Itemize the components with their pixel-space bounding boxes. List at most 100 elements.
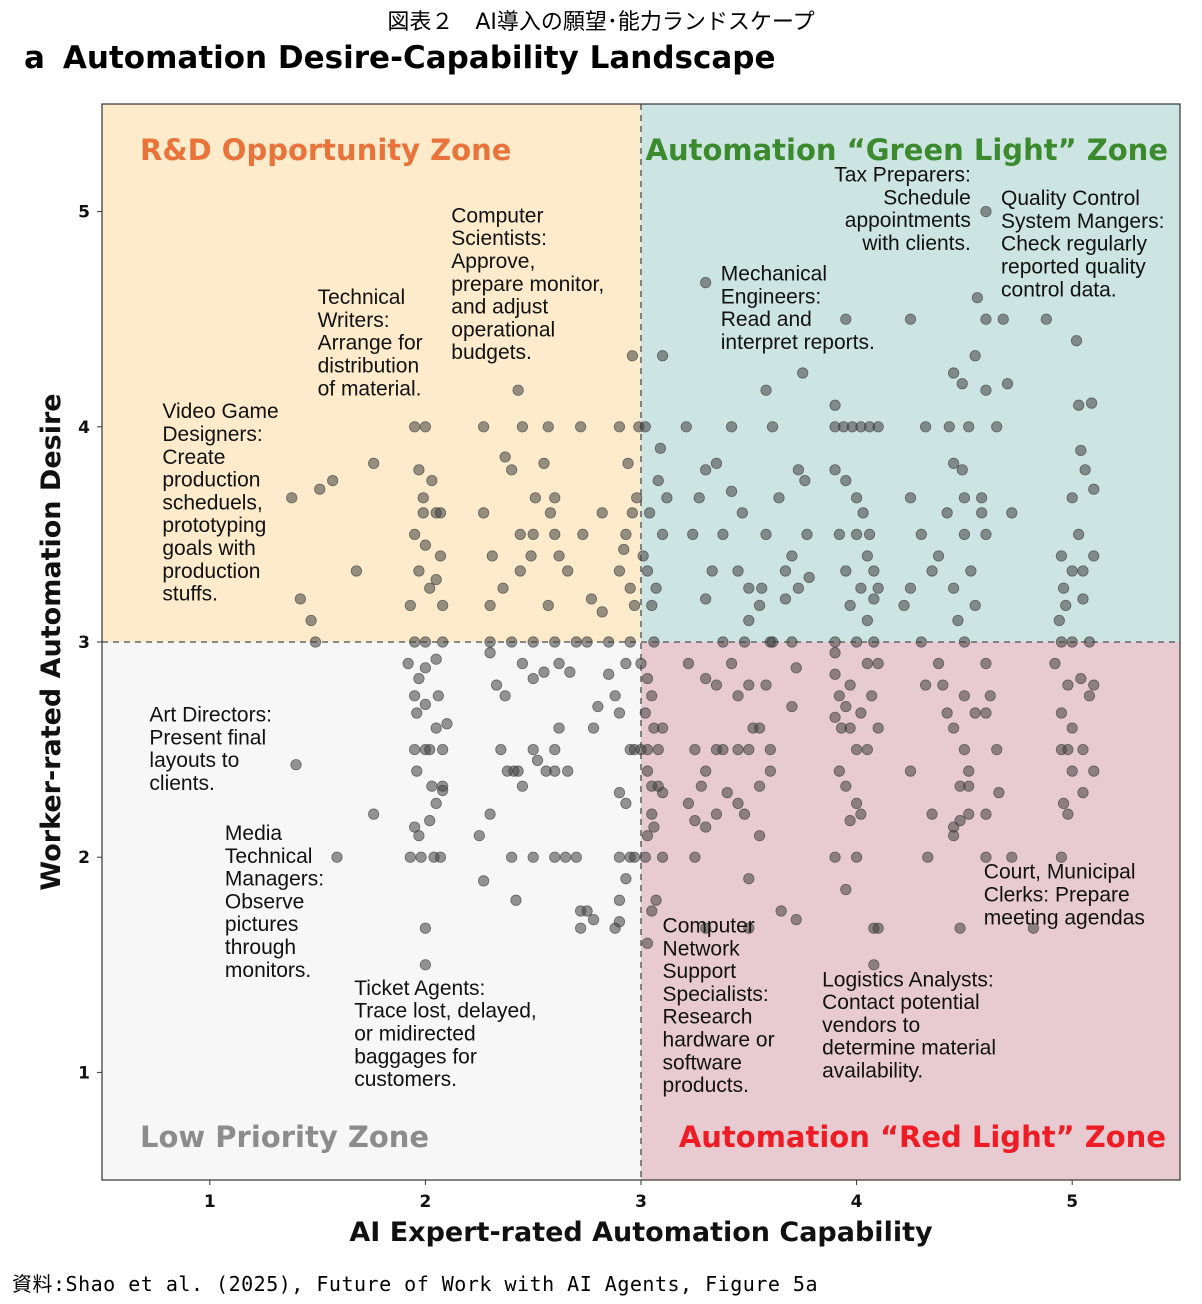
- data-point: [797, 367, 809, 379]
- annotation-line: production: [162, 469, 260, 492]
- annotation: Logistics Analysts:Contact potentialvend…: [822, 968, 996, 1082]
- data-point: [844, 815, 856, 827]
- data-point: [764, 765, 776, 777]
- data-point: [641, 765, 654, 777]
- annotation-line: Tax Preparers:: [834, 163, 971, 186]
- data-point: [309, 636, 322, 648]
- data-point: [863, 528, 876, 541]
- data-point: [542, 599, 554, 612]
- data-point: [872, 421, 884, 433]
- data-point: [587, 722, 600, 734]
- data-point: [409, 528, 421, 541]
- zone-label-top-left: R&D Opportunity Zone: [140, 133, 511, 167]
- data-point: [732, 690, 744, 702]
- data-point: [976, 507, 988, 519]
- data-point: [419, 662, 431, 674]
- data-point: [413, 464, 425, 476]
- data-point: [1075, 672, 1087, 685]
- data-point: [850, 743, 863, 756]
- data-point: [424, 815, 436, 827]
- data-point: [937, 679, 949, 691]
- data-point: [641, 830, 654, 842]
- data-point: [941, 507, 953, 519]
- data-point: [648, 821, 660, 833]
- data-point: [941, 707, 953, 719]
- y-tick-label: 1: [78, 1063, 90, 1083]
- annotation-line: operational: [451, 318, 555, 341]
- zone-bottom-left: [102, 642, 641, 1180]
- data-point: [840, 700, 852, 713]
- data-point: [484, 647, 496, 659]
- data-point: [958, 690, 971, 702]
- annotation-line: or midirected: [354, 1023, 475, 1046]
- data-point: [434, 851, 447, 863]
- annotation-line: hardware or: [663, 1029, 775, 1052]
- data-point: [717, 528, 729, 541]
- data-point: [620, 528, 632, 541]
- data-point: [646, 905, 658, 917]
- data-point: [626, 350, 638, 362]
- annotation-line: products.: [663, 1074, 749, 1097]
- annotation-line: Managers:: [225, 868, 324, 891]
- data-point: [976, 492, 988, 504]
- zone-labels: R&D Opportunity Zone Automation “Green Li…: [140, 133, 1168, 1154]
- data-point: [833, 528, 845, 541]
- data-point: [646, 808, 658, 820]
- data-point: [743, 922, 755, 934]
- data-point: [1073, 528, 1085, 541]
- data-point: [850, 851, 863, 863]
- data-point: [527, 672, 539, 685]
- annotation-line: Read and: [721, 308, 812, 331]
- data-point: [736, 507, 748, 519]
- data-point: [948, 457, 960, 469]
- data-point: [1055, 707, 1068, 719]
- data-point: [786, 636, 798, 648]
- annotation: Video GameDesigners:Createproductionsche…: [162, 400, 278, 605]
- data-point: [753, 830, 766, 842]
- data-point: [689, 851, 701, 863]
- annotation-line: control data.: [1001, 278, 1117, 301]
- data-point: [644, 507, 656, 519]
- annotation-line: customers.: [354, 1068, 457, 1091]
- data-point: [866, 690, 878, 702]
- data-point: [562, 765, 574, 777]
- data-point: [553, 657, 565, 670]
- annotation-line: distribution: [318, 355, 420, 378]
- data-point: [419, 922, 431, 934]
- annotation-line: software: [663, 1051, 742, 1074]
- data-point: [652, 474, 664, 487]
- data-point: [413, 830, 425, 842]
- panel-letter: a: [24, 40, 45, 76]
- annotation-line: Engineers:: [721, 285, 821, 308]
- data-point: [980, 384, 992, 396]
- data-point: [766, 421, 779, 433]
- data-point: [1049, 657, 1061, 670]
- data-point: [833, 690, 845, 702]
- annotation-line: Court, Municipal: [984, 861, 1136, 884]
- data-point: [549, 765, 561, 777]
- data-point: [710, 808, 723, 820]
- data-point: [919, 421, 932, 433]
- annotation-line: prototyping: [162, 514, 266, 537]
- annotation-line: budgets.: [451, 341, 532, 364]
- data-point: [609, 690, 621, 702]
- data-point: [603, 636, 615, 648]
- data-point: [585, 593, 598, 605]
- data-point: [687, 528, 699, 541]
- data-point: [717, 636, 729, 648]
- annotation-line: Computer: [451, 204, 543, 227]
- data-points: [286, 206, 1100, 971]
- data-point: [710, 743, 723, 756]
- data-point: [850, 492, 863, 504]
- annotation-line: Contact potential: [822, 991, 980, 1014]
- data-point: [956, 378, 968, 390]
- data-point: [404, 599, 416, 612]
- data-point: [872, 922, 884, 934]
- y-tick-label: 4: [78, 418, 90, 438]
- data-point: [437, 743, 449, 756]
- annotation-line: Writers:: [318, 309, 390, 332]
- annotation-line: Logistics Analysts:: [822, 968, 994, 991]
- data-point: [980, 808, 992, 820]
- data-point: [790, 914, 802, 926]
